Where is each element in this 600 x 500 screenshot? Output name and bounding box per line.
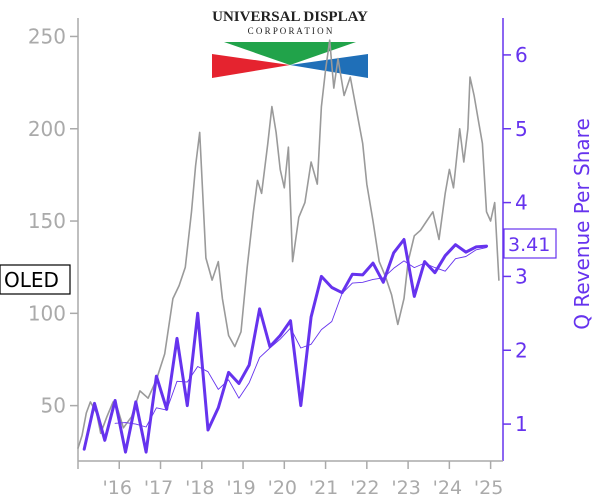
x-tick-label: '19 [226, 477, 255, 499]
x-tick-label: '21 [309, 477, 338, 499]
right-axis-label: Q Revenue Per Share [570, 118, 594, 330]
x-tick-label: '23 [391, 477, 420, 499]
revenue-per-share-line [82, 238, 488, 454]
last-value-badge: 3.41 [503, 228, 557, 259]
logo-line2: C O R P O R A T I O N [248, 26, 333, 36]
right-tick-label: 6 [515, 43, 528, 67]
ticker-badge: OLED [0, 264, 71, 295]
x-tick-label: '22 [350, 477, 379, 499]
logo-green-triangle [224, 42, 356, 65]
ticker-badge-text: OLED [4, 268, 59, 292]
series-layer [77, 39, 500, 454]
right-tick-label: 2 [515, 338, 528, 362]
x-tick-label: '24 [433, 477, 462, 499]
left-axis-ticks: 50 100 150 200 250 [28, 24, 78, 418]
left-tick-label: 200 [28, 117, 66, 141]
right-tick-label: 3 [515, 264, 528, 288]
logo-blue-triangle [290, 54, 368, 78]
x-tick-label: '16 [103, 477, 132, 499]
left-tick-label: 150 [28, 209, 66, 233]
left-tick-label: 50 [41, 394, 66, 418]
x-tick-label: '17 [144, 477, 173, 499]
x-tick-label: '18 [185, 477, 214, 499]
right-axis-ticks: 1 2 3 4 5 6 [503, 43, 528, 436]
x-tick-label: '25 [474, 477, 503, 499]
x-tick-label: '20 [268, 477, 297, 499]
universal-display-logo: UNIVERSAL DISPLAY C O R P O R A T I O N [212, 9, 368, 78]
logo-line1: UNIVERSAL DISPLAY [212, 9, 368, 25]
left-tick-label: 250 [28, 24, 66, 48]
right-tick-label: 5 [515, 117, 528, 141]
price-line [77, 39, 500, 449]
left-tick-label: 100 [28, 301, 66, 325]
x-axis-ticks: '16 '17 '18 '19 '20 '21 '22 '23 '24 '25 [77, 461, 503, 499]
last-value-badge-text: 3.41 [508, 234, 550, 256]
right-tick-label: 1 [515, 412, 528, 436]
right-tick-label: 4 [515, 191, 528, 215]
logo-red-triangle [212, 54, 290, 78]
